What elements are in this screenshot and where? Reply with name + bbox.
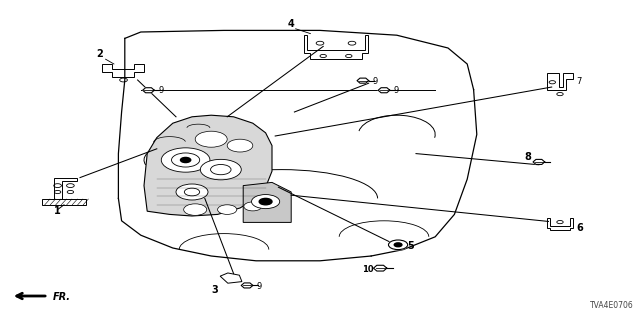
Circle shape <box>259 198 272 205</box>
Text: 9: 9 <box>394 86 399 95</box>
Circle shape <box>244 202 262 211</box>
Text: 10: 10 <box>362 265 373 274</box>
Circle shape <box>161 148 210 172</box>
Circle shape <box>176 184 208 200</box>
Polygon shape <box>374 265 387 271</box>
Polygon shape <box>143 88 154 93</box>
Circle shape <box>218 205 237 214</box>
Polygon shape <box>241 283 253 288</box>
Circle shape <box>394 243 402 247</box>
Polygon shape <box>533 159 545 164</box>
Text: TVA4E0706: TVA4E0706 <box>590 301 634 310</box>
Text: 8: 8 <box>525 152 532 163</box>
Polygon shape <box>42 199 86 205</box>
Polygon shape <box>144 115 272 216</box>
Polygon shape <box>378 88 390 93</box>
Text: 9: 9 <box>158 86 163 95</box>
Text: 1: 1 <box>54 206 61 216</box>
Text: 7: 7 <box>576 77 581 86</box>
Polygon shape <box>357 78 369 83</box>
Polygon shape <box>243 182 291 222</box>
Text: 2: 2 <box>96 49 102 59</box>
Circle shape <box>184 204 207 215</box>
Text: FR.: FR. <box>52 292 70 302</box>
Text: 9: 9 <box>257 282 262 291</box>
Text: 6: 6 <box>576 223 583 233</box>
Circle shape <box>200 159 241 180</box>
Text: 4: 4 <box>288 19 294 29</box>
Circle shape <box>227 139 253 152</box>
Circle shape <box>195 131 227 147</box>
Circle shape <box>180 157 191 163</box>
Text: 3: 3 <box>211 285 218 295</box>
Text: 9: 9 <box>372 77 378 86</box>
Circle shape <box>252 195 280 209</box>
Circle shape <box>388 240 408 250</box>
Text: 5: 5 <box>408 241 415 251</box>
